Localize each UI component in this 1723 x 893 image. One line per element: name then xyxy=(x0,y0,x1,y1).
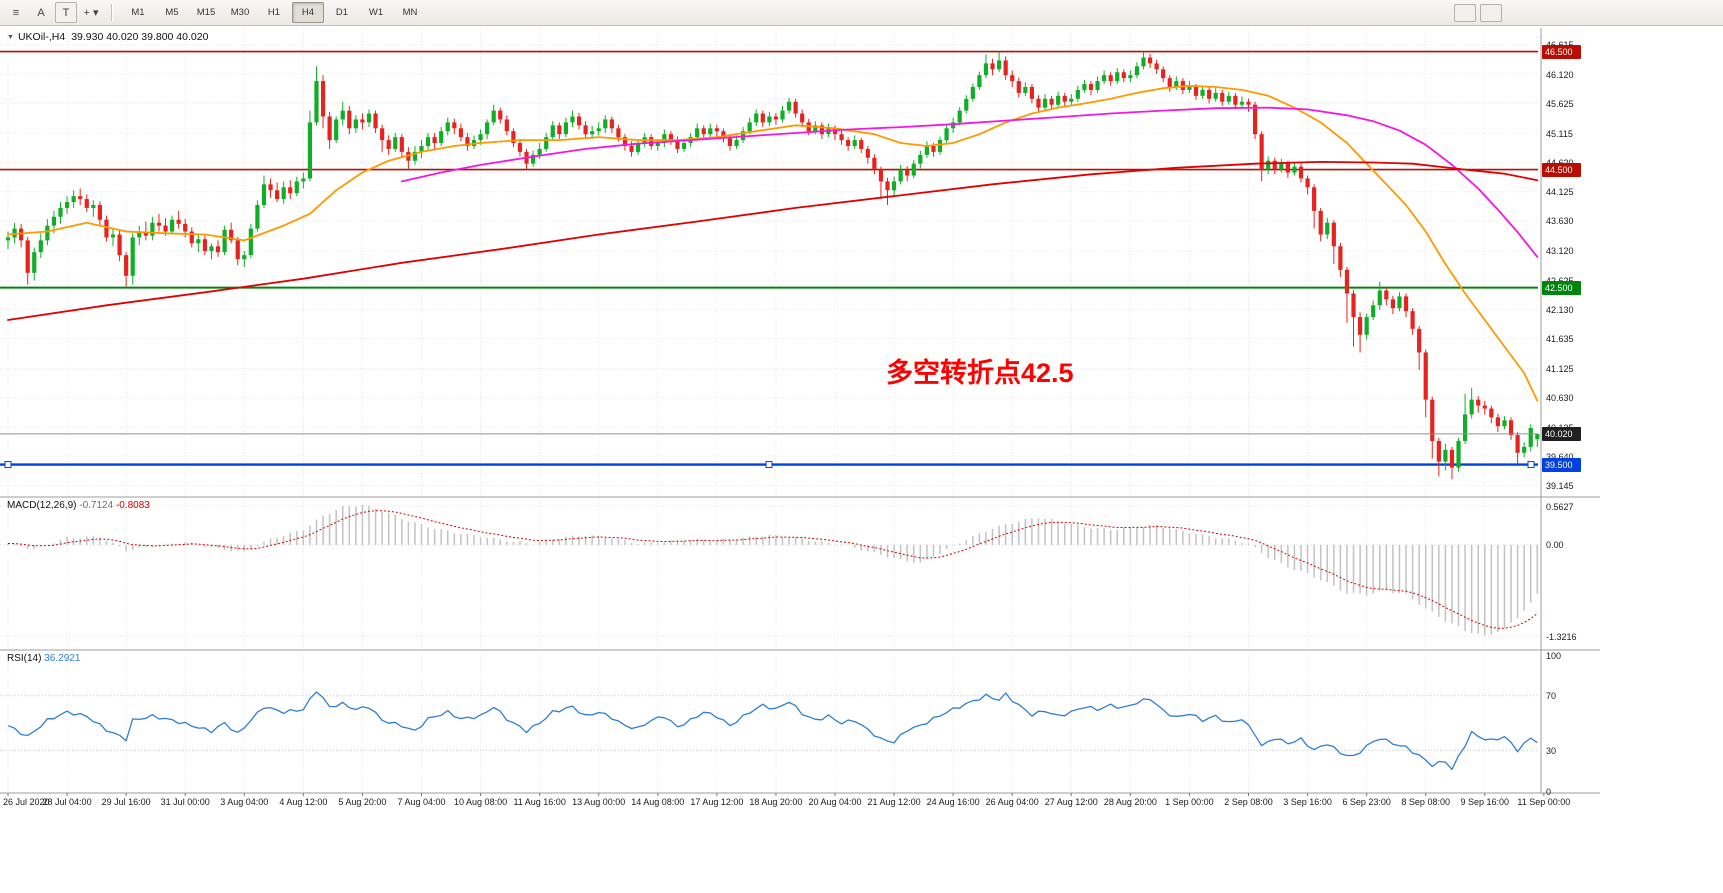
rsi-axis-label: 100 xyxy=(1546,650,1562,661)
line-handle[interactable] xyxy=(765,461,773,469)
rsi-axis-label: 0 xyxy=(1546,786,1552,797)
time-axis-label: 11 Sep 00:00 xyxy=(1517,797,1571,807)
text-tool-icon[interactable]: T xyxy=(55,2,77,23)
macd-axis-label: 0.5627 xyxy=(1546,501,1574,512)
price-axis-label: 41.635 xyxy=(1546,334,1574,345)
timeframe-button-mn[interactable]: MN xyxy=(402,7,418,18)
panel-grid-icon[interactable]: ≡ xyxy=(12,6,20,19)
toolbar-right xyxy=(1454,3,1502,22)
timeframe-toolbar: M1 M5 M15 M30 H1 H4 D1 W1 MN xyxy=(121,2,427,23)
price-axis-label: 40.630 xyxy=(1546,393,1574,404)
rsi-value: 36.2921 xyxy=(44,653,81,664)
toolbar: ≡ A T + ▾ M1 M5 M15 M30 H1 H4 D1 W1 MN xyxy=(0,0,1723,26)
timeframe-button-m1[interactable]: M1 xyxy=(131,7,145,18)
time-axis-label: 28 Aug 20:00 xyxy=(1103,797,1157,807)
time-axis-label: 26 Aug 04:00 xyxy=(985,797,1039,807)
time-axis-label: 3 Sep 16:00 xyxy=(1283,797,1332,807)
time-axis-label: 8 Sep 08:00 xyxy=(1401,797,1450,807)
time-axis-label: 14 Aug 08:00 xyxy=(631,797,685,807)
time-axis-label: 31 Jul 00:00 xyxy=(160,797,210,807)
time-axis-label: 18 Aug 20:00 xyxy=(749,797,803,807)
time-axis-label: 4 Aug 12:00 xyxy=(279,797,328,807)
time-axis-label: 21 Aug 12:00 xyxy=(867,797,921,807)
time-axis-label: 24 Aug 16:00 xyxy=(926,797,980,807)
rsi-label: RSI(14) 36.2921 xyxy=(7,653,80,664)
macd-signal-line xyxy=(7,510,1538,629)
price-axis-label: 45.625 xyxy=(1546,98,1574,109)
price-axis-label: 39.145 xyxy=(1546,480,1574,491)
time-axis-label: 7 Aug 04:00 xyxy=(397,797,446,807)
price-badge: 46.500 xyxy=(1542,44,1581,59)
ma-line-mid xyxy=(400,106,1539,258)
rsi-axis-label: 70 xyxy=(1546,691,1557,702)
time-axis-label: 10 Aug 08:00 xyxy=(454,797,508,807)
time-axis-label: 11 Aug 16:00 xyxy=(513,797,566,807)
time-axis-label: 27 Aug 12:00 xyxy=(1044,797,1098,807)
symbol-dropdown-icon[interactable]: ▼ xyxy=(7,34,14,41)
symbol-label: UKOil-,H4 xyxy=(17,31,66,43)
macd-histogram xyxy=(7,504,1539,636)
macd-value: -0.7124 xyxy=(79,500,114,511)
toolbar-separator xyxy=(111,4,112,21)
panel-separators xyxy=(0,28,1600,796)
chart-annotation[interactable]: 多空转折点42.5 xyxy=(886,358,1074,388)
time-axis-label: 3 Aug 04:00 xyxy=(220,797,269,807)
time-axis-label: 1 Sep 00:00 xyxy=(1165,797,1214,807)
chart-title: ▼ UKOil-,H4 39.930 40.020 39.800 40.020 xyxy=(7,31,208,43)
timeframe-button-m30[interactable]: M30 xyxy=(230,7,250,18)
toolbar-icons: ≡ A T + ▾ xyxy=(5,2,102,23)
font-label-icon[interactable]: A xyxy=(37,6,45,19)
ma-line-fast xyxy=(7,84,1539,402)
rsi-line xyxy=(7,691,1538,771)
toolbar-extra-button-1[interactable] xyxy=(1454,3,1476,22)
time-axis-label: 13 Aug 00:00 xyxy=(572,797,626,807)
time-axis-label: 26 Jul 2020 xyxy=(3,797,50,807)
time-axis-label: 28 Jul 04:00 xyxy=(42,797,92,807)
timeframe-button-h1[interactable]: H1 xyxy=(267,7,281,18)
price-axis-label: 43.630 xyxy=(1546,216,1574,227)
price-axis-label: 39.640 xyxy=(1546,451,1574,462)
time-axis-label: 5 Aug 20:00 xyxy=(338,797,387,807)
timeframe-button-d1[interactable]: D1 xyxy=(335,7,349,18)
timeframe-button-m5[interactable]: M5 xyxy=(165,7,179,18)
timeframe-button-w1[interactable]: W1 xyxy=(368,7,384,18)
ma-line-slow xyxy=(7,161,1539,321)
line-handle[interactable] xyxy=(1527,461,1535,469)
price-axis-label: 41.125 xyxy=(1546,364,1574,375)
time-axis-label: 17 Aug 12:00 xyxy=(690,797,744,807)
price-axis-label: 44.125 xyxy=(1546,187,1574,198)
timeframe-button-h4[interactable]: H4 xyxy=(292,2,324,23)
time-axis-label: 29 Jul 16:00 xyxy=(101,797,151,807)
time-axis-label: 2 Sep 08:00 xyxy=(1224,797,1273,807)
time-axis-label: 6 Sep 23:00 xyxy=(1342,797,1391,807)
grid-lines xyxy=(0,29,1538,792)
price-badge: 44.500 xyxy=(1542,162,1581,177)
macd-label: MACD(12,26,9) -0.7124 -0.8083 xyxy=(7,500,150,511)
timeframe-button-m15[interactable]: M15 xyxy=(196,7,216,18)
time-axis-label: 9 Sep 16:00 xyxy=(1460,797,1510,807)
price-axis-label: 45.115 xyxy=(1546,128,1573,139)
macd-signal-value: -0.8083 xyxy=(115,500,150,511)
price-badge: 40.020 xyxy=(1542,426,1581,441)
price-badge: 42.500 xyxy=(1542,280,1581,295)
ohlc-values: 39.930 40.020 39.800 40.020 xyxy=(71,31,209,43)
price-axis-label: 43.120 xyxy=(1546,246,1574,257)
rsi-axis-label: 30 xyxy=(1546,745,1557,756)
time-axis-label: 20 Aug 04:00 xyxy=(808,797,862,807)
macd-name: MACD(12,26,9) xyxy=(7,500,77,511)
price-axis-label: 42.130 xyxy=(1546,304,1574,315)
crosshair-icon[interactable]: + ▾ xyxy=(83,7,99,19)
rsi-name: RSI(14) xyxy=(7,653,42,664)
price-badge: 39.500 xyxy=(1542,457,1581,472)
macd-axis-label: 0.00 xyxy=(1546,540,1564,551)
line-handle[interactable] xyxy=(4,461,12,469)
candlesticks xyxy=(5,51,1540,480)
price-axis-label: 46.120 xyxy=(1546,69,1574,80)
macd-axis-label: -1.3216 xyxy=(1546,631,1577,642)
toolbar-extra-button-2[interactable] xyxy=(1480,3,1502,22)
